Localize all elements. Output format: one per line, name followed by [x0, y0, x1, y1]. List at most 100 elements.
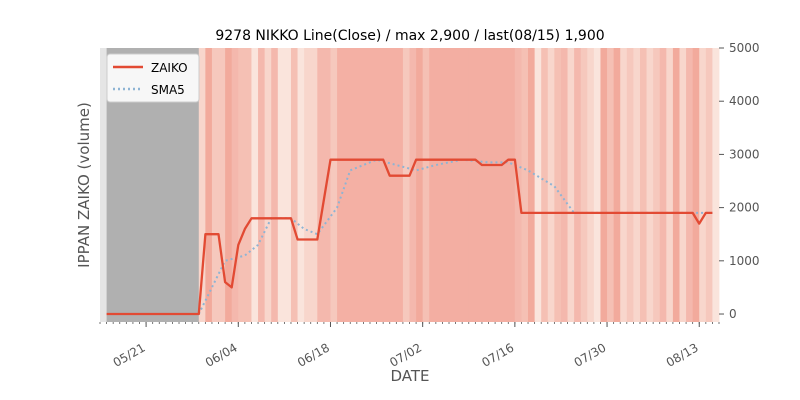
day-band — [310, 48, 318, 322]
day-band — [304, 48, 312, 322]
y-axis-label: IPPAN ZAIKO (volume) — [75, 102, 93, 268]
day-band — [218, 48, 226, 322]
day-band — [699, 48, 707, 322]
day-band — [666, 48, 674, 322]
y-tick-label: 0 — [729, 307, 737, 321]
day-band — [587, 48, 595, 322]
day-band — [198, 48, 206, 322]
day-band — [626, 48, 634, 322]
day-band — [363, 48, 371, 322]
day-band — [343, 48, 351, 322]
day-band — [593, 48, 601, 322]
day-band — [139, 48, 147, 322]
series-sma5-line — [197, 158, 713, 315]
day-band — [462, 48, 470, 322]
day-band — [113, 48, 121, 322]
day-band — [620, 48, 628, 322]
day-band — [244, 48, 252, 322]
day-band — [607, 48, 615, 322]
legend-label-zaiko: ZAIKO — [151, 61, 188, 75]
day-band — [449, 48, 456, 322]
day-band — [429, 48, 437, 322]
day-band — [442, 48, 450, 322]
day-band — [455, 48, 463, 322]
day-band — [692, 48, 700, 322]
day-band — [475, 48, 483, 322]
shading-bands — [100, 48, 720, 322]
day-band — [541, 48, 549, 322]
day-band — [258, 48, 266, 322]
day-band — [277, 48, 285, 322]
day-band — [126, 48, 134, 322]
series-layer — [106, 158, 713, 316]
day-band — [521, 48, 529, 322]
day-band — [383, 48, 391, 322]
day-band — [251, 48, 259, 322]
y-tick-label: 3000 — [729, 147, 760, 161]
day-band — [369, 48, 377, 322]
day-band — [705, 48, 713, 322]
day-band — [172, 48, 180, 322]
y-axis: 0 1000 2000 3000 4000 5000 — [719, 41, 760, 321]
chart-title: 9278 NIKKO Line(Close) / max 2,900 / las… — [215, 28, 604, 44]
day-band — [554, 48, 562, 322]
day-band — [152, 48, 160, 322]
day-band — [396, 48, 404, 322]
day-band — [337, 48, 345, 322]
x-tick-label: 07/16 — [479, 340, 516, 369]
day-band — [679, 48, 687, 322]
day-band — [633, 48, 641, 322]
day-band — [119, 48, 127, 322]
x-axis-label: DATE — [390, 367, 429, 385]
x-tick-label: 07/30 — [572, 340, 609, 369]
day-band — [165, 48, 173, 322]
day-band — [686, 48, 694, 322]
series-zaiko-line — [106, 158, 713, 316]
day-band — [350, 48, 358, 322]
day-band — [416, 48, 424, 322]
day-band — [389, 48, 397, 322]
day-band — [100, 48, 107, 322]
x-tick-label: 08/13 — [664, 340, 701, 369]
day-band — [264, 48, 272, 322]
y-tick-label: 1000 — [729, 254, 760, 268]
day-band — [534, 48, 542, 322]
x-tick-label: 07/02 — [387, 340, 424, 369]
day-band — [495, 48, 503, 322]
day-band — [317, 48, 325, 322]
day-band — [290, 48, 298, 322]
day-band — [646, 48, 654, 322]
day-band — [106, 48, 114, 322]
day-band — [231, 48, 239, 322]
day-band — [672, 48, 680, 322]
x-tick-label: 06/18 — [295, 340, 332, 369]
day-band — [613, 48, 621, 322]
day-band — [639, 48, 647, 322]
day-band — [574, 48, 582, 322]
day-band — [468, 48, 476, 322]
day-band — [501, 48, 509, 322]
day-band — [225, 48, 233, 322]
day-band — [481, 48, 489, 322]
day-band — [132, 48, 140, 322]
day-band — [402, 48, 410, 322]
day-band — [435, 48, 443, 322]
day-band — [580, 48, 588, 322]
x-tick-label: 06/04 — [203, 340, 240, 369]
day-band — [330, 48, 338, 322]
day-band — [211, 48, 219, 322]
day-band — [159, 48, 167, 322]
day-band — [146, 48, 154, 322]
day-band — [356, 48, 364, 322]
day-band — [185, 48, 193, 322]
day-band — [271, 48, 279, 322]
day-band — [409, 48, 417, 322]
day-band — [376, 48, 384, 322]
day-band — [179, 48, 187, 322]
x-axis: 05/21 06/04 06/18 07/02 07/16 07/30 08/13 — [99, 322, 720, 370]
day-band — [297, 48, 305, 322]
day-band — [560, 48, 568, 322]
x-tick-label: 05/21 — [111, 340, 148, 369]
